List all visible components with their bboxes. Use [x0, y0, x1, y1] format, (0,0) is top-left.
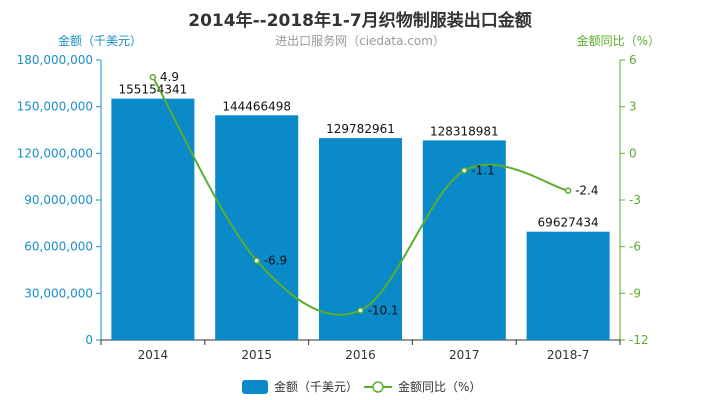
bar-value-label: 69627434 [538, 216, 599, 230]
line-value-label: -2.4 [575, 184, 598, 198]
x-axis-tick-label: 2014 [138, 348, 169, 362]
legend-bar-swatch [242, 380, 268, 394]
right-axis-tick-label: -6 [629, 240, 641, 254]
right-axis-tick-label: -12 [629, 333, 649, 347]
bar[interactable] [318, 138, 403, 340]
bar[interactable] [526, 231, 610, 340]
legend-line-marker [372, 381, 384, 393]
x-axis-tick-label: 2015 [241, 348, 272, 362]
left-axis-tick-label: 120,000,000 [17, 146, 93, 160]
legend-label: 金额同比（%） [398, 379, 481, 394]
left-axis-tick-label: 60,000,000 [24, 240, 93, 254]
line-point[interactable] [149, 73, 157, 81]
bar-value-label: 155154341 [119, 83, 188, 97]
left-axis-tick-label: 150,000,000 [17, 100, 93, 114]
left-axis-tick-label: 180,000,000 [17, 53, 93, 67]
line-point[interactable] [564, 187, 572, 194]
right-axis-tick-label: -9 [629, 286, 641, 300]
legend-label: 金额（千美元） [274, 379, 358, 394]
right-axis-tick-label: 0 [629, 146, 637, 160]
bar-value-label: 144466498 [222, 99, 291, 113]
left-axis-label: 金额（千美元） [58, 34, 143, 48]
bar[interactable] [215, 115, 299, 340]
line-point[interactable] [357, 307, 364, 314]
right-axis-tick-label: 3 [629, 100, 637, 114]
right-axis-tick-label: -3 [629, 193, 641, 207]
right-axis-tick-label: 6 [629, 53, 637, 67]
left-axis-tick-label: 90,000,000 [24, 193, 93, 207]
bar[interactable] [111, 98, 195, 340]
bar-value-label: 129782961 [326, 122, 395, 136]
bar-value-label: 128318981 [430, 124, 499, 138]
line-point[interactable] [461, 167, 468, 174]
x-axis-tick-label: 2017 [449, 348, 480, 362]
line-value-label: 4.9 [160, 70, 179, 84]
x-axis-tick-label: 2016 [345, 348, 376, 362]
x-axis-tick-label: 2018-7 [547, 348, 590, 362]
chart-title: 2014年--2018年1-7月织物制服装出口金额 [188, 11, 532, 31]
left-axis-tick-label: 30,000,000 [24, 286, 93, 300]
line-value-label: -6.9 [264, 254, 287, 268]
left-axis-tick-label: 0 [85, 333, 93, 347]
line-value-label: -10.1 [368, 303, 399, 317]
line-point[interactable] [253, 257, 260, 264]
right-axis-label: 金额同比（%） [576, 34, 660, 48]
line-value-label: -1.1 [471, 163, 494, 177]
chart-subtitle: 进出口服务网（ciedata.com） [275, 34, 445, 48]
